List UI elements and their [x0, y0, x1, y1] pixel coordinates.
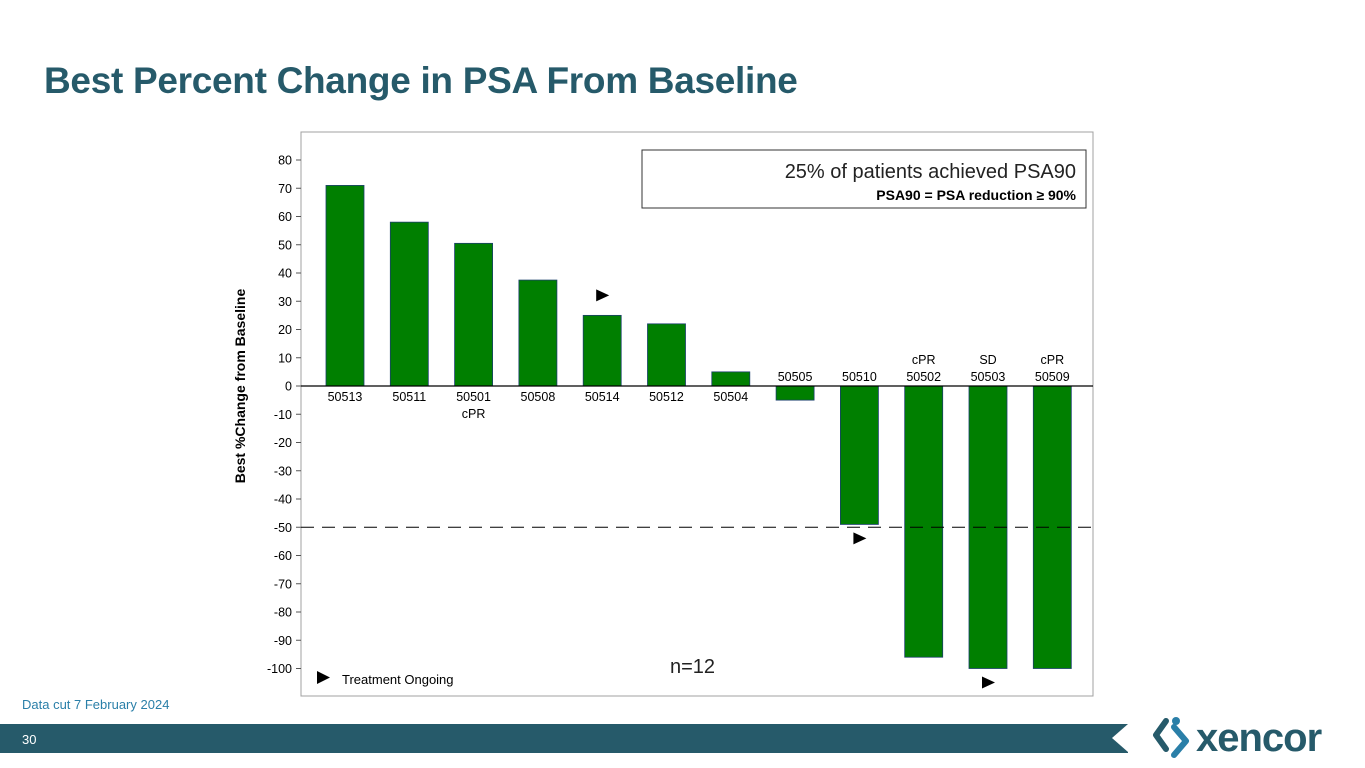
legend: Treatment Ongoing	[317, 671, 454, 687]
annotation-title: 25% of patients achieved PSA90	[785, 161, 1076, 183]
bar-50510	[840, 385, 879, 525]
y-tick-label: 10	[278, 351, 292, 365]
annotation-subtitle: PSA90 = PSA reduction ≥ 90%	[876, 187, 1076, 203]
legend-marker-icon	[317, 671, 330, 684]
treatment-markers	[596, 289, 995, 689]
chart-svg: 80 70 60 50 40 30 20 10 0 -10 -20 -30 -40 -50 -60 -70 -8…	[232, 131, 1094, 697]
y-tick-label: -30	[274, 464, 292, 478]
y-tick-label: 20	[278, 323, 292, 337]
category-label: 50502	[906, 370, 941, 384]
y-tick-label: 40	[278, 267, 292, 281]
category-label: 50505	[778, 370, 813, 384]
treatment-ongoing-marker-icon	[982, 676, 995, 689]
bar-50514	[582, 314, 622, 387]
category-label: 50509	[1035, 370, 1070, 384]
bar-50505	[775, 385, 815, 401]
response-label: SD	[979, 353, 996, 367]
y-axis-label: Best %Change from Baseline	[232, 289, 248, 484]
bar-50512	[647, 323, 686, 387]
response-label: cPR	[1040, 353, 1064, 367]
category-label: 50508	[521, 390, 556, 404]
category-label: 50510	[842, 370, 877, 384]
page-title: Best Percent Change in PSA From Baseline	[44, 60, 798, 101]
footer-notch	[1112, 724, 1128, 752]
category-label: 50514	[585, 390, 620, 404]
category-label: 50501	[456, 390, 491, 404]
category-label: 50512	[649, 390, 684, 404]
y-tick-label: -100	[267, 662, 292, 676]
y-tick-label: -60	[274, 549, 292, 563]
y-tick-label: -80	[274, 606, 292, 620]
treatment-ongoing-marker-icon	[853, 532, 867, 545]
y-tick-label: -50	[274, 521, 292, 535]
y-tick-label: 80	[278, 154, 292, 168]
bar-50502	[904, 385, 944, 658]
category-label: 50511	[392, 390, 426, 404]
y-tick-label: 70	[278, 182, 292, 196]
bar-50508	[518, 279, 558, 387]
waterfall-chart: 80 70 60 50 40 30 20 10 0 -10 -20 -30 -40 -50 -60 -70 -8…	[228, 128, 1098, 700]
logo-wordmark: xencor	[1196, 715, 1322, 760]
bar-50504	[711, 371, 751, 387]
legend-label: Treatment Ongoing	[342, 672, 454, 687]
annotation-box: 25% of patients achieved PSA90 PSA90 = P…	[641, 149, 1087, 209]
bars	[301, 185, 1093, 669]
bar-50511	[389, 221, 429, 387]
y-tick-label: -90	[274, 634, 292, 648]
bar-50501	[454, 242, 494, 387]
page-number: 30	[22, 732, 37, 747]
footer-band	[0, 724, 1128, 753]
xencor-logo-icon	[1153, 717, 1189, 758]
y-tick-label: -70	[274, 577, 292, 591]
n-label: n=12	[670, 656, 715, 678]
y-tick-label: -20	[274, 436, 292, 450]
response-label: cPR	[462, 407, 486, 421]
treatment-ongoing-marker-icon	[596, 289, 610, 302]
xencor-logo: xencor	[1152, 712, 1337, 764]
data-cut-footnote: Data cut 7 February 2024	[22, 697, 170, 712]
category-label: 50513	[328, 390, 363, 404]
category-label: 50504	[713, 390, 748, 404]
bar-labels: 50513 50511 50501 cPR 50508 50514 50512 50504 50…	[328, 353, 1070, 421]
category-label: 50503	[971, 370, 1006, 384]
response-label: cPR	[912, 353, 936, 367]
y-tick-label: 50	[278, 238, 292, 252]
y-tick-label: -40	[274, 493, 292, 507]
y-tick-label: -10	[274, 408, 292, 422]
y-axis: 80 70 60 50 40 30 20 10 0 -10 -20 -30 -40 -50 -60 -70 -8…	[267, 154, 301, 676]
bar-50513	[325, 185, 365, 387]
y-tick-label: 0	[285, 380, 292, 394]
y-tick-label: 30	[278, 295, 292, 309]
y-tick-label: 60	[278, 210, 292, 224]
